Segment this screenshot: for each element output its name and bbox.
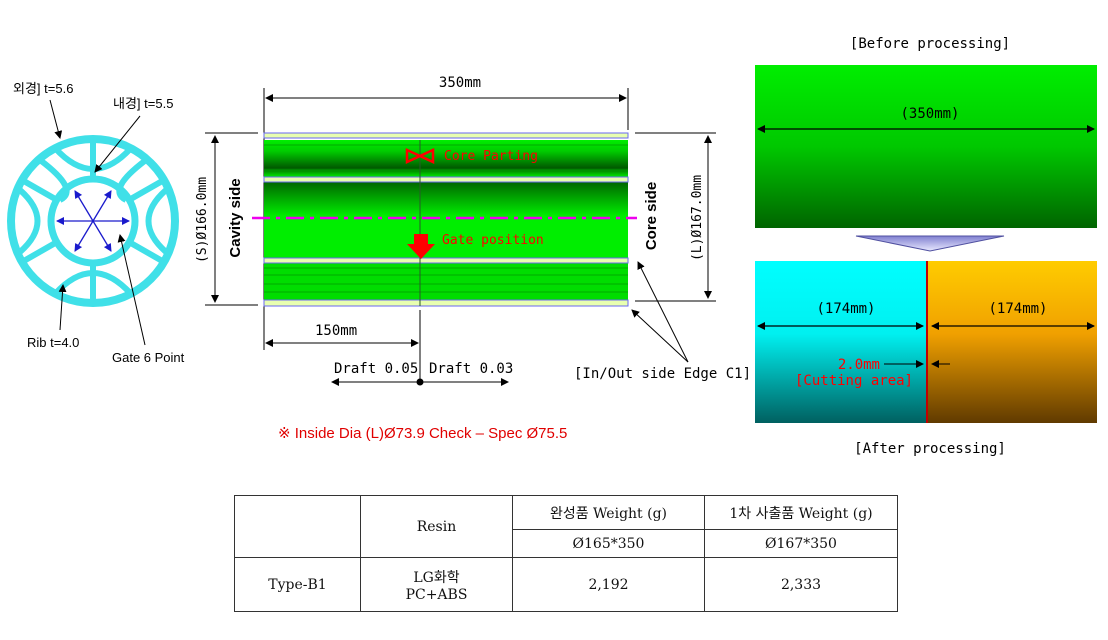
subheader-finished-size: Ø165*350 [512,529,705,558]
draft-origin-dot [416,378,424,386]
after-right-part [928,261,1097,423]
after-left-part [755,261,926,423]
subheader-first-size: Ø167*350 [704,529,898,558]
body-middle [264,182,628,258]
core-parting-label: Core Parting [444,149,538,164]
cell-resin: LG화학 PC+ABS [360,557,513,612]
weight-table: Resin 완성품 Weight (g) 1차 사출품 Weight (g) Ø… [234,495,898,612]
inside-dia-note: ※ Inside Dia (L)Ø73.9 Check – Spec Ø75.5 [278,425,568,442]
draft-right-label: Draft 0.03 [429,361,513,377]
cut-width-label: 2.0mm [838,357,880,373]
header-first-weight: 1차 사출품 Weight (g) [704,495,898,530]
cell-first-weight: 2,333 [704,557,898,612]
body-upper [264,140,628,177]
header-finished-weight: 완성품 Weight (g) [512,495,705,530]
rib-thickness-label: Rib t=4.0 [27,335,79,350]
leader-lines [49,99,146,346]
gate-count-label: Gate 6 Point [112,350,185,365]
gate-arrow-icon [407,234,435,259]
outer-thickness-label: 외경] t=5.6 [13,81,73,96]
resin-line-1: LG화학 [413,569,460,586]
draft-left-label: Draft 0.05 [334,361,418,377]
before-part [755,65,1097,228]
cutting-area-label: [Cutting area] [795,373,913,389]
core-parting-icon [405,148,435,164]
after-right-length: (174mm) [988,301,1047,317]
cavity-side-label: Cavity side [227,178,244,257]
after-processing: (174mm) (174mm) 2.0mm [Cutting area] [Af… [755,261,1097,457]
before-processing: [Before processing] (350mm) [755,36,1097,228]
resin-line-2: PC+ABS [405,586,468,603]
table-corner-cell [234,495,361,558]
table-row: Type-B1 LG화학 PC+ABS 2,192 2,333 [234,557,898,612]
core-side-label: Core side [643,182,660,250]
before-length-label: (350mm) [900,106,959,122]
inner-thickness-label: 내경] t=5.5 [113,96,173,111]
gate-position-label: Gate position [442,233,544,248]
before-title: [Before processing] [850,36,1010,52]
edge-note-label: [In/Out side Edge C1] [574,366,751,382]
process-arrow-icon [855,235,1005,252]
gate-offset-label: 150mm [315,323,357,339]
body-lower [264,263,628,300]
after-title: [After processing] [854,441,1006,457]
gate-arrows-icon [56,190,130,252]
side-view: 350mm Core Parting Gate position (S)Ø166… [195,75,751,386]
cell-finished-weight: 2,192 [512,557,705,612]
cell-type: Type-B1 [234,557,361,612]
after-left-length: (174mm) [816,301,875,317]
header-resin: Resin [360,495,513,558]
core-dia-label: (L)Ø167.0mm [690,175,705,261]
cross-section: 외경] t=5.6 내경] t=5.5 Rib t=4.0 Gate 6 Poi… [7,81,185,365]
length-label: 350mm [439,75,481,91]
cavity-dia-label: (S)Ø166.0mm [195,177,210,263]
